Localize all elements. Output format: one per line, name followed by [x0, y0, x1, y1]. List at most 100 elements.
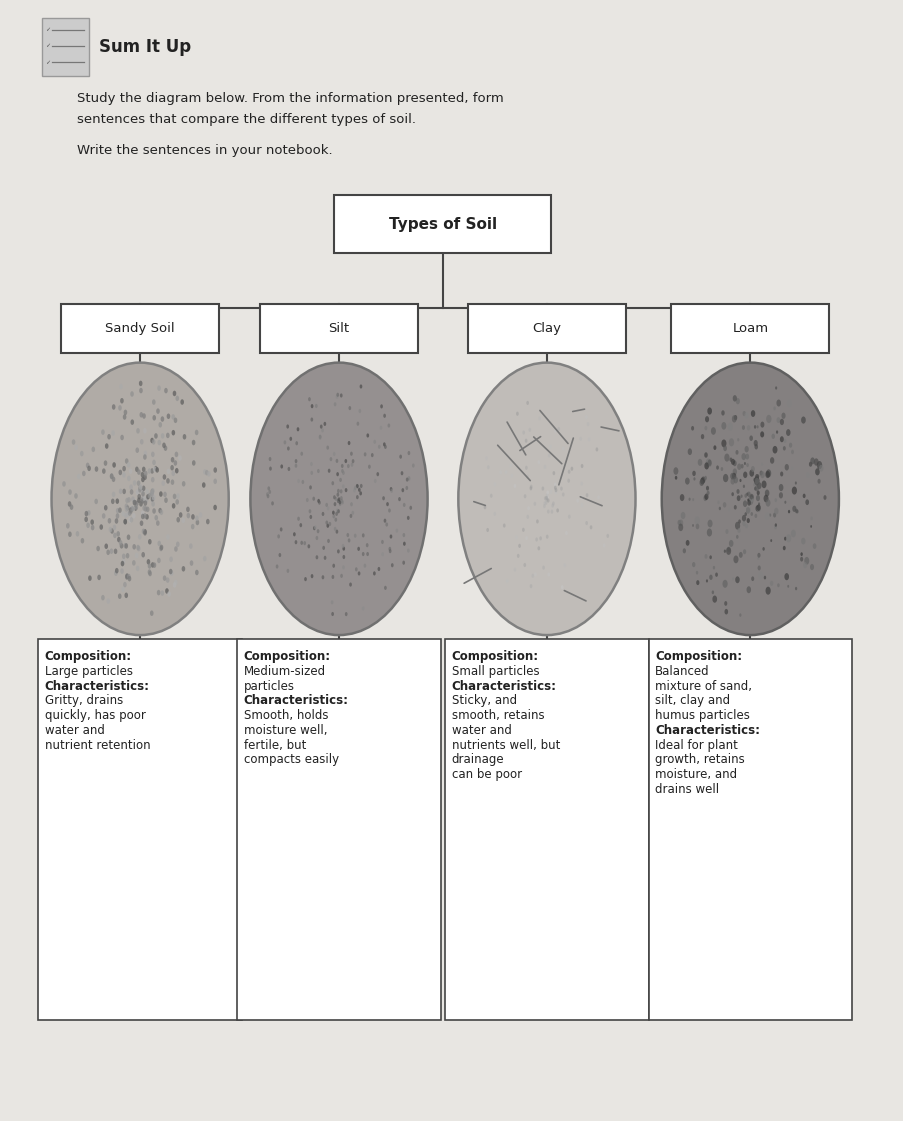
- Ellipse shape: [522, 430, 525, 435]
- FancyBboxPatch shape: [670, 304, 829, 353]
- Text: sentences that compare the different types of soil.: sentences that compare the different typ…: [77, 113, 415, 127]
- Ellipse shape: [141, 552, 144, 557]
- Text: ✓: ✓: [45, 59, 51, 65]
- Ellipse shape: [121, 586, 125, 592]
- Ellipse shape: [709, 555, 712, 559]
- Ellipse shape: [545, 490, 548, 494]
- Ellipse shape: [770, 434, 774, 439]
- Ellipse shape: [749, 512, 752, 516]
- Ellipse shape: [310, 471, 312, 475]
- Ellipse shape: [90, 525, 94, 530]
- Ellipse shape: [777, 583, 779, 587]
- Ellipse shape: [743, 462, 745, 465]
- Ellipse shape: [315, 555, 318, 559]
- Text: Ideal for plant: Ideal for plant: [654, 739, 737, 752]
- Ellipse shape: [97, 546, 100, 552]
- Ellipse shape: [137, 494, 141, 499]
- Ellipse shape: [722, 445, 726, 451]
- Ellipse shape: [316, 529, 319, 534]
- Ellipse shape: [173, 417, 177, 423]
- Ellipse shape: [182, 434, 186, 439]
- Ellipse shape: [141, 489, 144, 493]
- Ellipse shape: [171, 457, 174, 463]
- Ellipse shape: [711, 591, 713, 594]
- Ellipse shape: [122, 472, 126, 478]
- Ellipse shape: [328, 469, 330, 473]
- Ellipse shape: [387, 424, 390, 427]
- Ellipse shape: [139, 413, 143, 418]
- Ellipse shape: [749, 498, 751, 501]
- FancyBboxPatch shape: [468, 304, 625, 353]
- Ellipse shape: [526, 506, 529, 510]
- Ellipse shape: [317, 499, 320, 503]
- Ellipse shape: [161, 416, 164, 421]
- Ellipse shape: [774, 498, 777, 502]
- Ellipse shape: [128, 518, 132, 522]
- Ellipse shape: [567, 479, 570, 483]
- Ellipse shape: [816, 479, 820, 483]
- Ellipse shape: [124, 409, 127, 415]
- Ellipse shape: [562, 492, 564, 497]
- Ellipse shape: [784, 573, 788, 581]
- Ellipse shape: [332, 564, 335, 568]
- Text: water and: water and: [452, 724, 511, 736]
- Text: mixture of sand,: mixture of sand,: [654, 679, 751, 693]
- Ellipse shape: [782, 446, 785, 451]
- Ellipse shape: [341, 471, 344, 475]
- Ellipse shape: [409, 506, 412, 510]
- Ellipse shape: [98, 575, 101, 581]
- Ellipse shape: [406, 548, 409, 553]
- Ellipse shape: [137, 498, 141, 503]
- Text: quickly, has poor: quickly, has poor: [44, 710, 145, 722]
- Ellipse shape: [182, 518, 185, 524]
- Ellipse shape: [344, 488, 347, 492]
- Ellipse shape: [754, 474, 759, 480]
- Text: Silt: Silt: [328, 322, 349, 335]
- Ellipse shape: [126, 573, 129, 578]
- Ellipse shape: [130, 489, 134, 494]
- Ellipse shape: [676, 520, 681, 526]
- Ellipse shape: [699, 480, 703, 487]
- Ellipse shape: [805, 472, 809, 478]
- Ellipse shape: [99, 525, 103, 530]
- Ellipse shape: [560, 585, 563, 590]
- Text: Study the diagram below. From the information presented, form: Study the diagram below. From the inform…: [77, 92, 503, 105]
- Ellipse shape: [105, 544, 108, 549]
- Ellipse shape: [786, 429, 789, 436]
- Ellipse shape: [107, 434, 111, 439]
- Ellipse shape: [554, 490, 556, 494]
- Ellipse shape: [151, 476, 154, 482]
- Ellipse shape: [346, 532, 349, 537]
- Ellipse shape: [340, 500, 343, 504]
- Ellipse shape: [353, 489, 356, 492]
- Ellipse shape: [390, 563, 393, 567]
- Ellipse shape: [772, 512, 776, 518]
- Ellipse shape: [773, 508, 777, 515]
- Ellipse shape: [823, 495, 825, 500]
- Ellipse shape: [528, 428, 531, 432]
- Ellipse shape: [692, 498, 694, 501]
- Ellipse shape: [563, 563, 565, 567]
- Ellipse shape: [158, 421, 162, 427]
- Ellipse shape: [673, 467, 677, 475]
- Ellipse shape: [765, 470, 770, 478]
- Ellipse shape: [357, 547, 359, 550]
- Ellipse shape: [342, 555, 345, 559]
- Ellipse shape: [755, 495, 759, 501]
- Ellipse shape: [506, 578, 508, 583]
- Ellipse shape: [125, 544, 128, 548]
- Ellipse shape: [331, 510, 334, 515]
- Ellipse shape: [326, 445, 329, 450]
- Ellipse shape: [747, 499, 749, 501]
- Ellipse shape: [182, 566, 185, 572]
- Ellipse shape: [136, 546, 140, 552]
- Ellipse shape: [759, 471, 762, 475]
- Ellipse shape: [752, 483, 755, 487]
- Ellipse shape: [280, 464, 283, 469]
- Ellipse shape: [332, 495, 335, 499]
- Ellipse shape: [141, 476, 144, 482]
- Ellipse shape: [148, 571, 152, 576]
- Ellipse shape: [549, 444, 552, 448]
- Ellipse shape: [110, 473, 114, 479]
- Ellipse shape: [150, 489, 154, 494]
